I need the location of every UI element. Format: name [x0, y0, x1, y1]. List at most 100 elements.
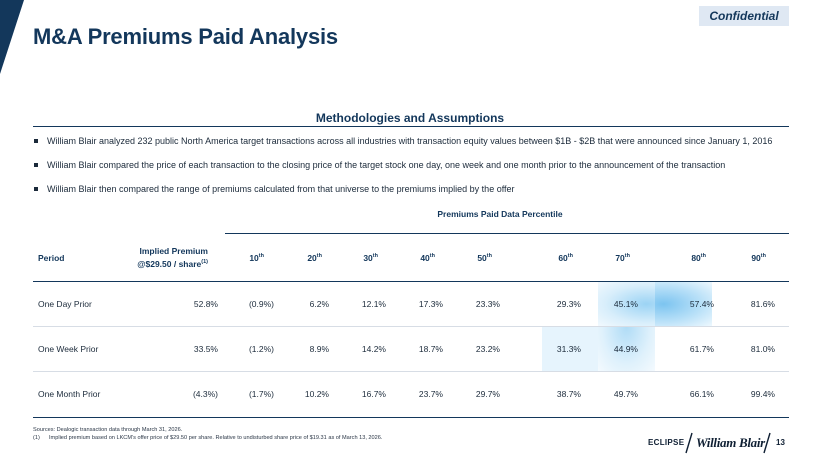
percentile-suffix: th — [258, 253, 264, 260]
row-value: 8.9% — [309, 344, 329, 354]
percentile-num: 80 — [691, 253, 701, 263]
section-divider — [33, 126, 789, 127]
row-period: One Week Prior — [38, 344, 99, 354]
row-period: One Day Prior — [38, 299, 92, 309]
percentile-suffix: th — [760, 253, 766, 260]
highlight-cell — [598, 327, 655, 371]
percentile-suffix: th — [429, 253, 435, 260]
header-percentile-20: 20th — [282, 253, 322, 263]
header-period: Period — [38, 253, 65, 263]
eclipse-logo: ECLIPSE — [648, 438, 685, 447]
row-value: 81.6% — [750, 299, 775, 309]
row-value: 14.2% — [361, 344, 386, 354]
header-percentile-10: 10th — [224, 253, 264, 263]
row-divider — [33, 371, 789, 372]
bullet-text: William Blair then compared the range of… — [47, 184, 515, 194]
bullet-item: William Blair compared the price of each… — [33, 159, 793, 183]
percentile-heading: Premiums Paid Data Percentile — [437, 209, 563, 219]
header-implied-line2: @$29.50 / share(1) — [128, 257, 208, 270]
bullet-item: William Blair analyzed 232 public North … — [33, 135, 793, 159]
footnote-marker: (1) — [201, 259, 208, 265]
bullet-item: William Blair then compared the range of… — [33, 183, 793, 207]
row-value: 57.4% — [689, 299, 714, 309]
percentile-suffix: th — [700, 253, 706, 260]
percentile-num: 90 — [751, 253, 761, 263]
row-value: 99.4% — [750, 389, 775, 399]
row-value: 23.7% — [418, 389, 443, 399]
sources-note: Sources: Dealogic transaction data throu… — [33, 427, 183, 433]
row-divider — [33, 326, 789, 327]
highlight-cell — [655, 282, 712, 326]
percentile-num: 30 — [363, 253, 373, 263]
header-percentile-80: 80th — [666, 253, 706, 263]
highlight-cell — [542, 327, 598, 371]
row-value: 6.2% — [309, 299, 329, 309]
footnote: (1) Implied premium based on LKCM’s offer… — [33, 434, 382, 442]
bullet-square-icon — [34, 139, 38, 143]
row-value: 49.7% — [613, 389, 638, 399]
percentile-num: 20 — [307, 253, 317, 263]
footnote-number: (1) — [33, 435, 40, 441]
row-value: 16.7% — [361, 389, 386, 399]
header-percentile-60: 60th — [533, 253, 573, 263]
row-value: 29.3% — [556, 299, 581, 309]
header-percentile-40: 40th — [395, 253, 435, 263]
footnote-text: Implied premium based on LKCM’s offer pr… — [49, 435, 383, 441]
bullet-square-icon — [34, 163, 38, 167]
row-value: 66.1% — [689, 389, 714, 399]
percentile-num: 10 — [249, 253, 259, 263]
row-value: 23.2% — [475, 344, 500, 354]
highlight-cell — [598, 282, 655, 326]
header-percentile-70: 70th — [590, 253, 630, 263]
methodology-bullets: William Blair analyzed 232 public North … — [33, 135, 793, 207]
percentile-suffix: th — [372, 253, 378, 260]
percentile-num: 70 — [615, 253, 625, 263]
bullet-text: William Blair compared the price of each… — [47, 160, 726, 170]
percentile-divider — [225, 233, 789, 234]
page-number: 13 — [776, 438, 785, 447]
row-value: 61.7% — [689, 344, 714, 354]
logo-divider-slash-icon — [685, 432, 693, 454]
row-implied: (4.3%) — [192, 389, 218, 399]
percentile-suffix: th — [567, 253, 573, 260]
row-implied: 52.8% — [193, 299, 218, 309]
row-value: 45.1% — [613, 299, 638, 309]
william-blair-logo: William Blair — [696, 435, 765, 450]
table-row: One Week Prior 33.5% (1.2%) 8.9% 14.2% 1… — [33, 327, 789, 372]
row-value: 44.9% — [613, 344, 638, 354]
row-value: 31.3% — [556, 344, 581, 354]
row-value: 10.2% — [304, 389, 329, 399]
table-bottom-rule — [33, 417, 789, 418]
percentile-num: 50 — [477, 253, 487, 263]
logo-divider-slash-icon — [763, 432, 771, 454]
header-implied-price: @$29.50 / share — [137, 258, 202, 269]
row-value: (0.9%) — [248, 299, 274, 309]
percentile-suffix: th — [624, 253, 630, 260]
header-percentile-50: 50th — [452, 253, 492, 263]
row-value: (1.2%) — [248, 344, 274, 354]
row-value: 18.7% — [418, 344, 443, 354]
table-row: One Day Prior 52.8% (0.9%) 6.2% 12.1% 17… — [33, 282, 789, 327]
methodology-heading: Methodologies and Assumptions — [315, 111, 505, 125]
header-implied-premium: Implied Premium @$29.50 / share(1) — [128, 246, 208, 270]
table-row: One Month Prior (4.3%) (1.7%) 10.2% 16.7… — [33, 372, 789, 417]
header-divider — [33, 281, 789, 282]
percentile-num: 60 — [558, 253, 568, 263]
row-value: 23.3% — [475, 299, 500, 309]
row-value: (1.7%) — [248, 389, 274, 399]
row-value: 12.1% — [361, 299, 386, 309]
row-value: 38.7% — [556, 389, 581, 399]
row-period: One Month Prior — [38, 389, 101, 399]
row-value: 81.0% — [750, 344, 775, 354]
percentile-suffix: th — [486, 253, 492, 260]
bullet-square-icon — [34, 187, 38, 191]
row-value: 29.7% — [475, 389, 500, 399]
confidential-badge: Confidential — [699, 6, 789, 26]
bullet-text: William Blair analyzed 232 public North … — [47, 136, 773, 146]
page-title: M&A Premiums Paid Analysis — [33, 24, 338, 49]
header-implied-line1: Implied Premium — [139, 246, 209, 256]
header-percentile-30: 30th — [338, 253, 378, 263]
row-implied: 33.5% — [193, 344, 218, 354]
header-percentile-90: 90th — [726, 253, 766, 263]
row-value: 17.3% — [418, 299, 443, 309]
